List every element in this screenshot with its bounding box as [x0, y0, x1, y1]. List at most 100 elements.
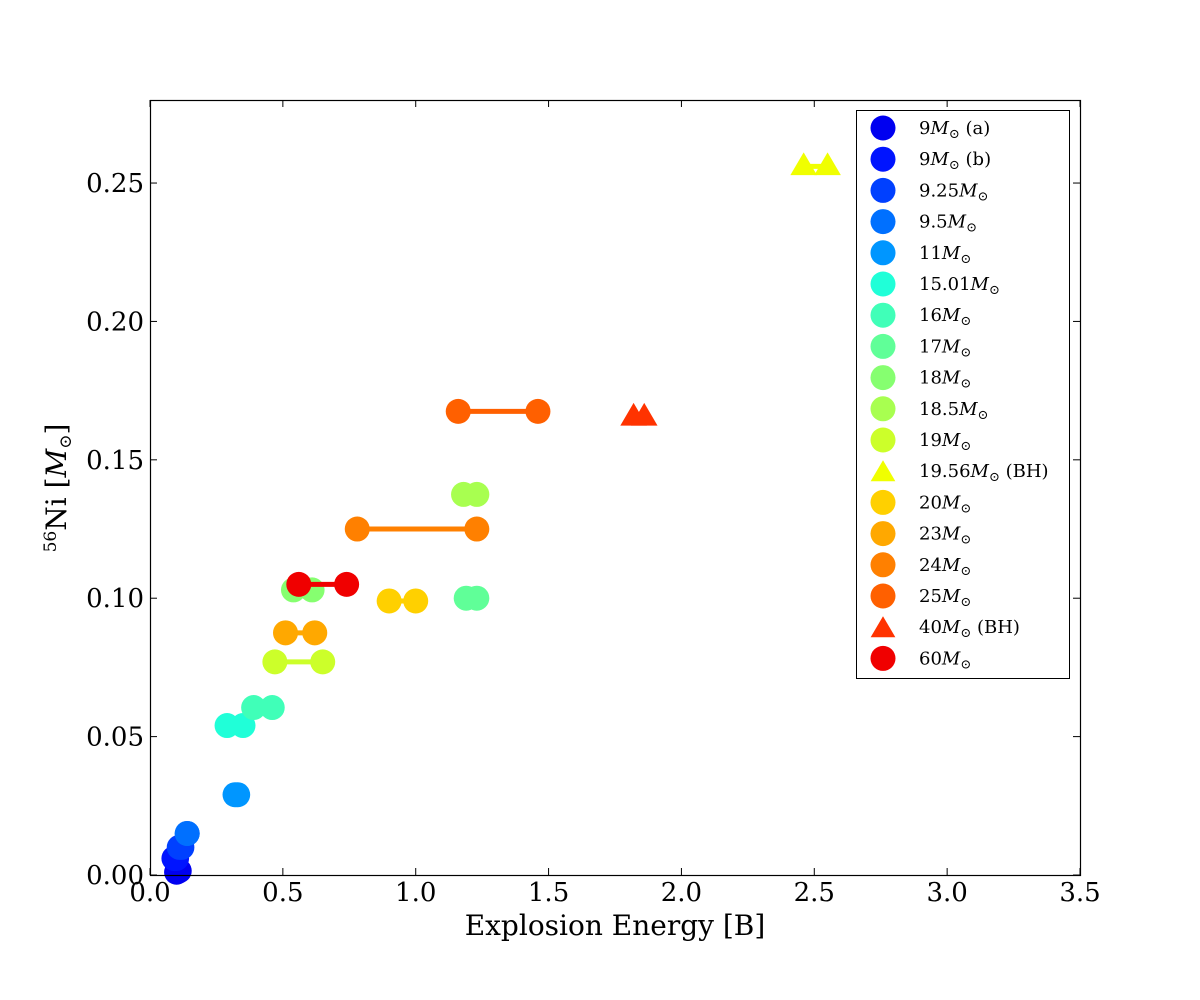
legend-label-var: M: [941, 524, 961, 545]
data-point: [310, 649, 336, 675]
x-tick-label: 0.0: [129, 878, 170, 908]
legend-label: 9.5M⊙: [919, 212, 977, 236]
x-ticks: 0.0 0.5 1.0 1.5 2.0 2.5 3.0 3.5: [129, 100, 1101, 908]
data-point: [302, 620, 328, 646]
legend-item: 40M⊙ (BH): [870, 616, 1020, 641]
legend-label: 11M⊙: [919, 243, 971, 267]
legend-label-mass: 19: [919, 430, 942, 451]
series-17M-: [453, 585, 490, 611]
legend-marker: [870, 552, 896, 578]
legend-label-mass: 11: [919, 243, 942, 264]
legend-item: 18.5M⊙: [870, 396, 989, 423]
y-axis-label-sub: ⊙: [56, 435, 76, 449]
legend-label-sun: ⊙: [960, 345, 971, 360]
legend-label-mass: 23: [919, 524, 942, 545]
y-tick-label: 0.05: [86, 723, 144, 753]
legend-marker: [870, 489, 896, 515]
legend-label-sun: ⊙: [989, 283, 1000, 298]
legend-label-suffix: (BH): [971, 617, 1020, 638]
legend: 9M⊙ (a)9M⊙ (b)9.25M⊙9.5M⊙11M⊙15.01M⊙16M⊙…: [856, 110, 1070, 679]
y-axis-label-close: ]: [40, 424, 73, 435]
legend-label: 17M⊙: [919, 336, 971, 360]
data-point: [334, 571, 360, 597]
data-point: [344, 516, 370, 542]
legend-item: 9.5M⊙: [870, 209, 977, 236]
legend-label-sun: ⊙: [960, 501, 971, 516]
y-tick-label: 0.20: [86, 307, 144, 337]
data-point: [230, 713, 256, 739]
legend-item: 15.01M⊙: [870, 271, 1000, 298]
legend-label-mass: 9.5: [919, 212, 948, 233]
y-tick-label: 0.15: [86, 446, 144, 476]
legend-item: 16M⊙: [870, 302, 971, 329]
series-11M-: [222, 782, 251, 808]
legend-label-sun: ⊙: [978, 408, 989, 423]
x-tick-label: 3.0: [926, 878, 967, 908]
legend-label: 24M⊙: [919, 555, 971, 579]
legend-marker: [870, 427, 896, 453]
legend-label: 60M⊙: [919, 648, 971, 672]
legend-marker-triangle: [870, 616, 896, 638]
legend-label: 9M⊙ (b): [919, 149, 991, 173]
legend-label-var: M: [947, 212, 967, 233]
legend-label: 40M⊙ (BH): [919, 617, 1020, 641]
legend-label-mass: 19.56: [919, 461, 971, 482]
legend-label-var: M: [941, 368, 961, 389]
legend-item: 9M⊙ (a): [870, 115, 990, 142]
legend-label-var: M: [941, 430, 961, 451]
legend-item: 9.25M⊙: [870, 177, 989, 204]
series-23M-: [273, 620, 328, 646]
legend-label-var: M: [941, 555, 961, 576]
legend-label-var: M: [929, 118, 949, 139]
x-tick-label: 1.0: [395, 878, 436, 908]
data-point-triangle: [790, 152, 817, 176]
legend-item: 9M⊙ (b): [870, 146, 991, 173]
legend-marker: [870, 333, 896, 359]
legend-label: 20M⊙: [919, 492, 971, 516]
legend-marker: [870, 302, 896, 328]
legend-label-sun: ⊙: [960, 377, 971, 392]
legend-label-var: M: [929, 149, 949, 170]
legend-item: 60M⊙: [870, 645, 971, 672]
legend-label-var: M: [941, 617, 961, 638]
legend-label-sun: ⊙: [960, 252, 971, 267]
legend-label-var: M: [941, 243, 961, 264]
legend-label: 25M⊙: [919, 586, 971, 610]
legend-label-suffix: (BH): [1000, 461, 1049, 482]
legend-label-var: M: [958, 399, 978, 420]
legend-label-sun: ⊙: [966, 221, 977, 236]
legend-label-var: M: [970, 461, 990, 482]
data-point-triangle: [630, 402, 658, 426]
legend-item: 11M⊙: [870, 240, 971, 267]
legend-label-mass: 24: [919, 555, 942, 576]
legend-label-mass: 18.5: [919, 399, 959, 420]
data-point: [376, 588, 402, 614]
x-tick-label: 1.5: [528, 878, 569, 908]
series-19M-: [262, 649, 336, 675]
legend-label-var: M: [941, 586, 961, 607]
legend-label-var: M: [970, 274, 990, 295]
legend-marker: [870, 645, 896, 671]
legend-item: 23M⊙: [870, 521, 971, 548]
legend-marker: [870, 115, 896, 141]
legend-label-sun: ⊙: [978, 189, 989, 204]
legend-marker: [870, 146, 896, 172]
legend-marker-triangle: [870, 460, 896, 482]
legend-label-sun: ⊙: [960, 439, 971, 454]
x-axis-label: Explosion Energy [B]: [465, 909, 766, 942]
legend-item: 20M⊙: [870, 489, 971, 516]
data-point: [241, 695, 267, 721]
legend-marker: [870, 177, 896, 203]
data-point: [259, 695, 285, 721]
legend-label-var: M: [941, 492, 961, 513]
legend-label-suffix: (b): [960, 149, 991, 170]
data-point: [225, 782, 251, 808]
data-point: [464, 481, 490, 507]
legend-label: 9M⊙ (a): [919, 118, 990, 142]
x-tick-label: 3.5: [1059, 878, 1100, 908]
data-point: [445, 398, 471, 424]
legend-items: 9M⊙ (a)9M⊙ (b)9.25M⊙9.5M⊙11M⊙15.01M⊙16M⊙…: [870, 115, 1049, 672]
legend-label-mass: 25: [919, 586, 942, 607]
data-point: [262, 649, 288, 675]
legend-label: 19M⊙: [919, 430, 971, 454]
